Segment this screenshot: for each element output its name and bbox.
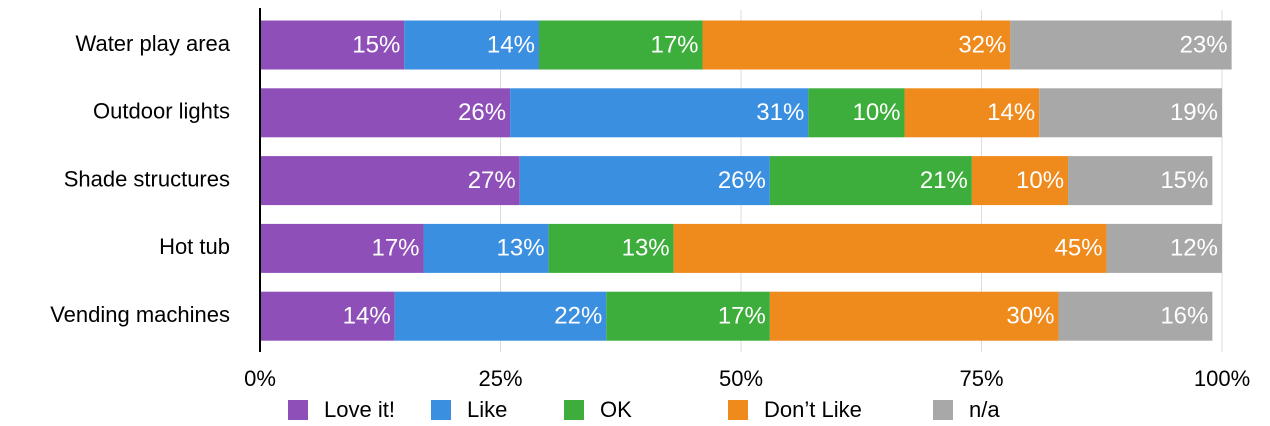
- data-label: 17%: [371, 235, 419, 262]
- bar-segment: [1058, 291, 1213, 341]
- bar-segment: [1010, 20, 1232, 70]
- bar-segment: [260, 20, 405, 70]
- data-label: 16%: [1160, 303, 1208, 330]
- y-tick-label: Hot tub: [159, 234, 230, 259]
- bar-segment: [510, 88, 809, 138]
- data-label: 13%: [497, 235, 545, 262]
- bar-segment: [1039, 88, 1222, 138]
- legend-swatch: [564, 400, 584, 420]
- data-label: 12%: [1170, 235, 1218, 262]
- bar-segment: [769, 291, 1059, 341]
- data-label: 14%: [987, 99, 1035, 126]
- bar-segment: [808, 88, 905, 138]
- data-label: 17%: [650, 31, 698, 58]
- data-label: 10%: [1016, 167, 1064, 194]
- data-label: 14%: [343, 303, 391, 330]
- data-label: 13%: [622, 235, 670, 262]
- data-label: 19%: [1170, 99, 1218, 126]
- data-label: 23%: [1180, 31, 1228, 58]
- bar-segment: [1106, 223, 1222, 273]
- bar-segment: [260, 291, 395, 341]
- y-tick-label: Shade structures: [64, 166, 230, 191]
- x-tick-label: 0%: [244, 366, 276, 391]
- data-label: 21%: [920, 167, 968, 194]
- x-tick-label: 100%: [1194, 366, 1250, 391]
- legend-swatch: [431, 400, 451, 420]
- data-label: 22%: [554, 303, 602, 330]
- data-label: 31%: [756, 99, 804, 126]
- data-label: 26%: [718, 167, 766, 194]
- data-label: 15%: [352, 31, 400, 58]
- y-tick-label: Outdoor lights: [93, 99, 230, 124]
- bar-segment: [971, 156, 1069, 206]
- legend-swatch: [933, 400, 953, 420]
- bar-segment: [769, 156, 972, 206]
- data-label: 32%: [958, 31, 1006, 58]
- bar-segment: [404, 20, 539, 70]
- legend-swatch: [728, 400, 748, 420]
- bar-segment: [423, 223, 549, 273]
- data-label: 27%: [468, 167, 516, 194]
- bar-segment: [538, 20, 703, 70]
- bar-segment: [1068, 156, 1213, 206]
- legend-label: Like: [467, 397, 507, 422]
- x-tick-label: 50%: [719, 366, 763, 391]
- data-label: 14%: [487, 31, 535, 58]
- bar-segment: [673, 223, 1107, 273]
- bar-segment: [519, 156, 770, 206]
- data-label: 30%: [1006, 303, 1054, 330]
- legend-label: Love it!: [324, 397, 395, 422]
- bar-segment: [394, 291, 607, 341]
- y-tick-label: Water play area: [76, 31, 231, 56]
- legend-label: n/a: [969, 397, 1000, 422]
- legend-swatch: [288, 400, 308, 420]
- bar-segment: [606, 291, 770, 341]
- data-label: 15%: [1160, 167, 1208, 194]
- data-label: 17%: [718, 303, 766, 330]
- legend-label: Don’t Like: [764, 397, 862, 422]
- bar-segment: [260, 223, 424, 273]
- bar-segment: [548, 223, 674, 273]
- legend-label: OK: [600, 397, 632, 422]
- data-label: 45%: [1055, 235, 1103, 262]
- bar-segment: [260, 156, 520, 206]
- data-label: 10%: [852, 99, 900, 126]
- bar-segment: [260, 88, 511, 138]
- bar-segment: [904, 88, 1040, 138]
- data-label: 26%: [458, 99, 506, 126]
- y-tick-label: Vending machines: [50, 302, 230, 327]
- x-tick-label: 25%: [478, 366, 522, 391]
- bar-segment: [702, 20, 1011, 70]
- x-tick-label: 75%: [959, 366, 1003, 391]
